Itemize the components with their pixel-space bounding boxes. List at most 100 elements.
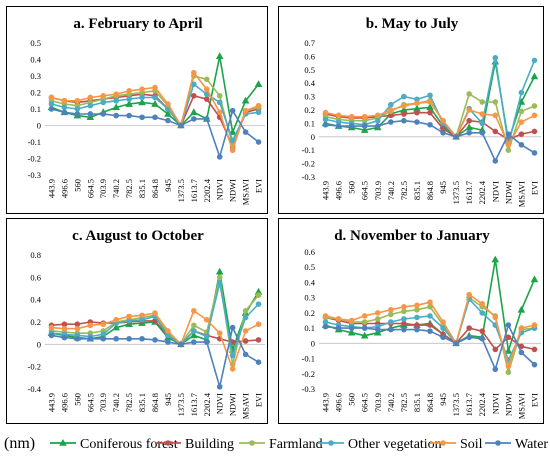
data-point xyxy=(229,137,236,144)
data-point xyxy=(215,52,224,59)
series-other-vegetation xyxy=(48,280,262,359)
data-point xyxy=(388,101,394,108)
data-point xyxy=(518,325,525,331)
series-water xyxy=(322,117,538,164)
data-point xyxy=(113,91,119,97)
y-tick-label: -0.1 xyxy=(302,145,315,155)
data-point xyxy=(427,313,433,319)
x-tick-label: 945 xyxy=(438,393,448,406)
data-point xyxy=(216,154,223,160)
data-point xyxy=(479,111,486,117)
data-point xyxy=(229,324,236,331)
legend-marker xyxy=(249,440,255,446)
x-tick-label: 496.6 xyxy=(59,179,69,198)
data-point xyxy=(216,383,223,390)
data-point xyxy=(113,97,119,104)
data-point xyxy=(87,94,94,101)
y-tick-label: 0.6 xyxy=(304,247,315,257)
y-tick-label: -0.2 xyxy=(302,369,315,379)
data-point xyxy=(348,325,355,331)
data-point xyxy=(335,112,342,119)
data-point xyxy=(388,311,394,318)
data-point xyxy=(203,116,210,122)
data-point xyxy=(427,121,433,128)
data-point xyxy=(229,147,236,154)
data-point xyxy=(113,316,119,323)
data-point xyxy=(151,100,159,107)
x-tick-label: 945 xyxy=(163,179,173,192)
legend-item-other-vegetation: Other vegetation xyxy=(318,437,442,452)
data-point xyxy=(113,335,119,342)
y-tick-label: 0.8 xyxy=(30,250,41,260)
data-point xyxy=(348,317,355,324)
y-tick-label: 0.7 xyxy=(304,38,315,48)
x-tick-label: 864.8 xyxy=(425,181,435,200)
legend-label: Building xyxy=(185,437,234,452)
legend-label: Soil xyxy=(460,437,483,452)
data-point xyxy=(518,89,525,96)
data-point xyxy=(414,314,420,321)
data-point xyxy=(374,123,381,129)
x-tick-label: 1613.7 xyxy=(464,181,474,204)
data-point xyxy=(74,111,81,117)
legend-item-farmland: Farmland xyxy=(239,437,323,452)
data-point xyxy=(165,328,171,334)
data-point xyxy=(388,307,394,313)
data-point xyxy=(255,109,262,116)
data-point xyxy=(374,112,381,119)
chart-panel-d: d. November to January -0.3 -0.2 -0.1 0 0.1 0.… xyxy=(278,218,544,424)
series-other-vegetation xyxy=(48,81,262,144)
y-tick-label: -0.1 xyxy=(302,354,315,364)
data-point xyxy=(361,325,368,331)
data-point xyxy=(466,129,472,136)
data-point xyxy=(388,326,394,333)
data-point xyxy=(518,119,525,125)
data-point xyxy=(348,113,355,120)
data-point xyxy=(126,335,132,342)
data-point xyxy=(401,103,407,109)
data-point xyxy=(112,103,120,111)
data-point xyxy=(466,325,472,331)
data-point xyxy=(139,312,145,319)
data-point xyxy=(492,128,499,135)
data-point xyxy=(453,134,459,140)
data-point xyxy=(479,120,486,127)
data-point xyxy=(335,325,342,331)
y-tick-label: 0.4 xyxy=(304,277,315,287)
x-tick-label: 740.2 xyxy=(386,393,396,412)
x-tick-label: 1613.7 xyxy=(189,179,199,202)
x-tick-label: NDWI xyxy=(228,393,238,416)
data-point xyxy=(152,114,158,121)
chart-title: d. November to January xyxy=(334,228,490,244)
data-point xyxy=(87,322,94,329)
data-point xyxy=(479,328,486,334)
data-point xyxy=(492,112,499,119)
data-point xyxy=(322,323,329,330)
data-point xyxy=(255,337,262,343)
data-point xyxy=(427,322,433,328)
data-point xyxy=(479,99,486,105)
y-tick-label: -0.2 xyxy=(28,154,41,164)
x-tick-label: 703.9 xyxy=(373,393,383,412)
series-water xyxy=(48,106,262,160)
x-tick-label: 443.9 xyxy=(321,181,331,200)
data-point xyxy=(48,101,55,107)
y-tick-label: 0.3 xyxy=(304,293,315,303)
data-point xyxy=(361,313,368,319)
x-tick-label: NDVI xyxy=(215,179,225,200)
x-tick-label: 835.1 xyxy=(412,181,422,200)
data-point xyxy=(139,316,145,323)
x-tick-label: 1373.5 xyxy=(176,393,186,416)
data-point xyxy=(414,302,420,309)
series-soil xyxy=(48,308,262,372)
chart-title: b. May to July xyxy=(366,16,459,32)
x-tick-label: 835.1 xyxy=(137,393,147,412)
x-tick-label: 1613.7 xyxy=(464,393,474,416)
data-point xyxy=(242,129,249,135)
data-point xyxy=(505,369,512,376)
x-tick-label: 560 xyxy=(72,179,82,192)
x-tick-label: 945 xyxy=(438,181,448,194)
data-point xyxy=(191,93,197,99)
data-point xyxy=(191,69,197,76)
data-point xyxy=(414,119,420,125)
